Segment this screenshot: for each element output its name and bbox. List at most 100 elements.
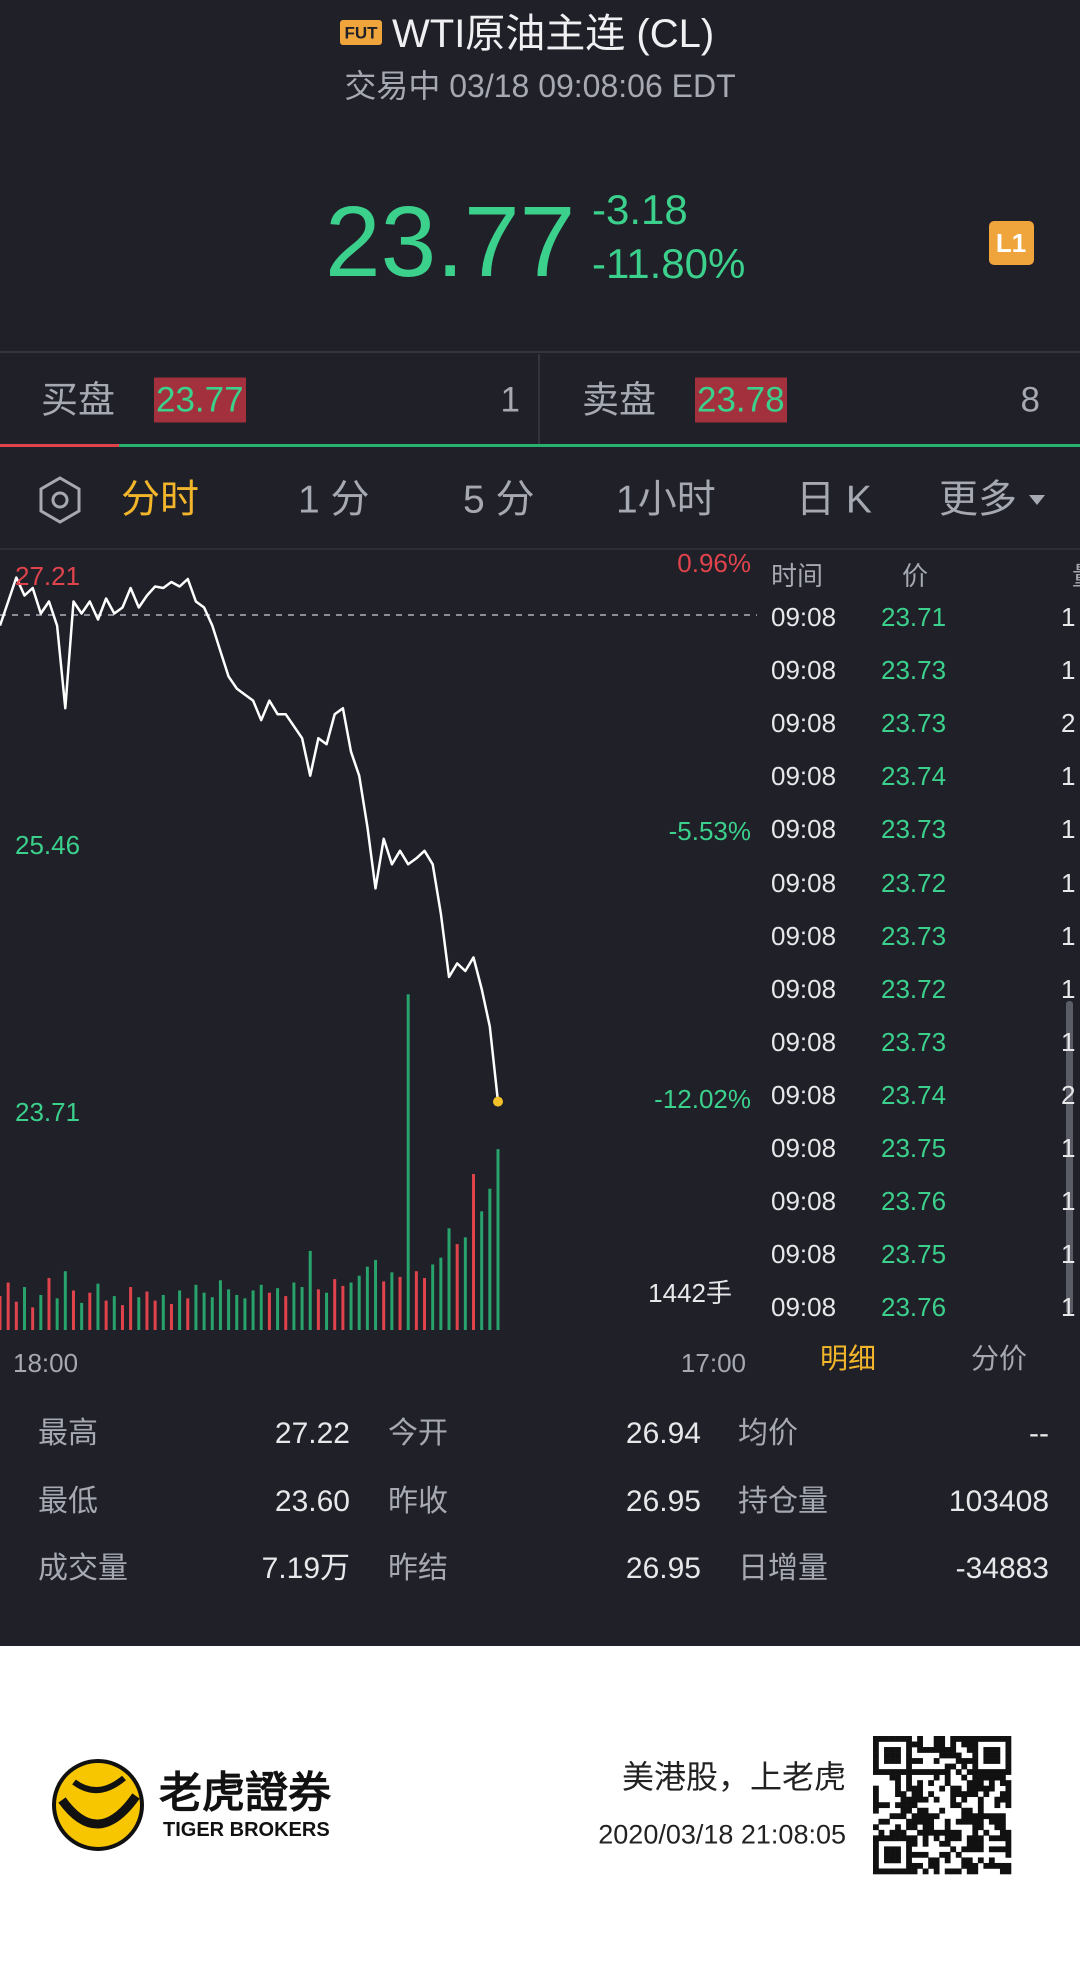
qr-code bbox=[944, 1769, 951, 1775]
qr-code bbox=[900, 1807, 907, 1814]
qr-code bbox=[917, 1758, 923, 1764]
qr-code bbox=[961, 1862, 968, 1869]
qr-code bbox=[895, 1835, 901, 1842]
qr-code bbox=[999, 1813, 1006, 1820]
qr-code bbox=[873, 1846, 879, 1853]
qr-code bbox=[917, 1780, 923, 1786]
volume-bar bbox=[463, 1237, 467, 1330]
qr-code bbox=[917, 1785, 923, 1792]
qr-code bbox=[972, 1780, 979, 1786]
qr-code bbox=[933, 1747, 940, 1753]
qr-code bbox=[922, 1868, 929, 1875]
qr-code bbox=[972, 1752, 979, 1759]
trade-price: 23.75 bbox=[881, 1133, 947, 1163]
qr-code bbox=[955, 1791, 962, 1798]
volume-bar bbox=[22, 1287, 26, 1330]
qr-code bbox=[988, 1780, 995, 1786]
tab[interactable]: 5 分 bbox=[463, 478, 535, 522]
tab[interactable]: 分时 bbox=[121, 478, 200, 522]
qr-code bbox=[873, 1763, 879, 1770]
qr-code bbox=[878, 1868, 885, 1875]
qr-code bbox=[988, 1818, 995, 1825]
qr-code bbox=[999, 1829, 1006, 1836]
list-tab[interactable]: 分价 bbox=[971, 1343, 1028, 1374]
trade-price: 23.73 bbox=[881, 708, 947, 739]
qr-code bbox=[1005, 1862, 1012, 1869]
qr-code bbox=[922, 1840, 929, 1847]
tab[interactable]: 1 分 bbox=[298, 478, 370, 522]
volume-bar bbox=[447, 1228, 451, 1330]
stat-label: 成交量 bbox=[38, 1552, 128, 1585]
qr-code bbox=[950, 1791, 957, 1798]
qr-code bbox=[944, 1763, 951, 1770]
trade-price: 23.73 bbox=[881, 814, 947, 845]
volume-bar bbox=[186, 1298, 190, 1330]
trade-qty: 1 bbox=[1061, 602, 1076, 632]
qr-code bbox=[944, 1824, 951, 1831]
list-tab[interactable]: 明细 bbox=[820, 1343, 877, 1374]
volume-bar bbox=[227, 1289, 231, 1330]
settings-icon bbox=[51, 491, 69, 509]
qr-code bbox=[955, 1785, 962, 1792]
qr-code bbox=[999, 1818, 1006, 1825]
qr-code bbox=[966, 1791, 973, 1798]
qr-code bbox=[911, 1824, 918, 1831]
qr-code bbox=[917, 1813, 923, 1820]
qr-code bbox=[972, 1846, 979, 1853]
qr-code bbox=[988, 1785, 995, 1792]
settings-icon[interactable] bbox=[39, 476, 81, 524]
ask-price: 23.78 bbox=[695, 377, 787, 423]
qr-code bbox=[911, 1818, 918, 1825]
qr-code bbox=[977, 1736, 984, 1742]
qr-code bbox=[1005, 1796, 1012, 1803]
qr-code bbox=[917, 1818, 923, 1825]
qr-code bbox=[944, 1818, 951, 1825]
qr-code bbox=[944, 1840, 951, 1847]
qr-code bbox=[917, 1791, 923, 1798]
tab[interactable]: 更多 bbox=[939, 478, 1018, 522]
qr-code bbox=[972, 1813, 979, 1820]
qr-code bbox=[900, 1791, 907, 1798]
volume-bar bbox=[31, 1307, 35, 1330]
trade-qty: 1 bbox=[1061, 1186, 1076, 1217]
tab[interactable]: 1小时 bbox=[616, 478, 716, 522]
qr-code bbox=[884, 1736, 890, 1742]
qr-code bbox=[950, 1741, 957, 1748]
stat-label: 均价 bbox=[738, 1417, 798, 1450]
qr-code bbox=[895, 1736, 901, 1742]
qr-code bbox=[900, 1736, 907, 1742]
trade-time: 09:08 bbox=[771, 761, 837, 792]
qr-code bbox=[922, 1818, 929, 1825]
qr-code bbox=[889, 1747, 896, 1753]
qr-code bbox=[933, 1862, 940, 1869]
qr-code bbox=[939, 1747, 946, 1753]
change: -3.18 bbox=[592, 186, 688, 233]
qr-code bbox=[906, 1840, 912, 1847]
qr-code bbox=[988, 1769, 995, 1775]
trade-qty: 1 bbox=[1061, 1239, 1076, 1270]
last-point bbox=[493, 1096, 503, 1107]
qr-code bbox=[961, 1791, 968, 1798]
trade-price: 23.76 bbox=[881, 1292, 947, 1323]
tab[interactable]: 日 K bbox=[796, 478, 872, 522]
qr-code bbox=[889, 1851, 896, 1858]
qr-code bbox=[928, 1769, 935, 1775]
volume-bar bbox=[480, 1211, 484, 1330]
volume-bar bbox=[153, 1300, 157, 1330]
volume-bar bbox=[0, 1296, 2, 1330]
qr-code bbox=[911, 1741, 918, 1748]
qr-code bbox=[944, 1780, 951, 1786]
qr-code bbox=[917, 1796, 923, 1803]
qr-code bbox=[928, 1857, 935, 1864]
volume-bar bbox=[472, 1174, 476, 1330]
y-tick-label: 27.21 bbox=[15, 561, 81, 591]
trade-time: 09:08 bbox=[771, 973, 837, 1004]
qr-code bbox=[977, 1846, 984, 1853]
brand-en: TIGER BROKERS bbox=[163, 1819, 330, 1841]
badge-text: FUT bbox=[344, 23, 378, 43]
qr-code bbox=[966, 1846, 973, 1853]
qr-code bbox=[983, 1862, 990, 1869]
trade-qty: 1 bbox=[1061, 1133, 1076, 1163]
qr-code bbox=[955, 1829, 962, 1836]
qr-code bbox=[911, 1758, 918, 1764]
